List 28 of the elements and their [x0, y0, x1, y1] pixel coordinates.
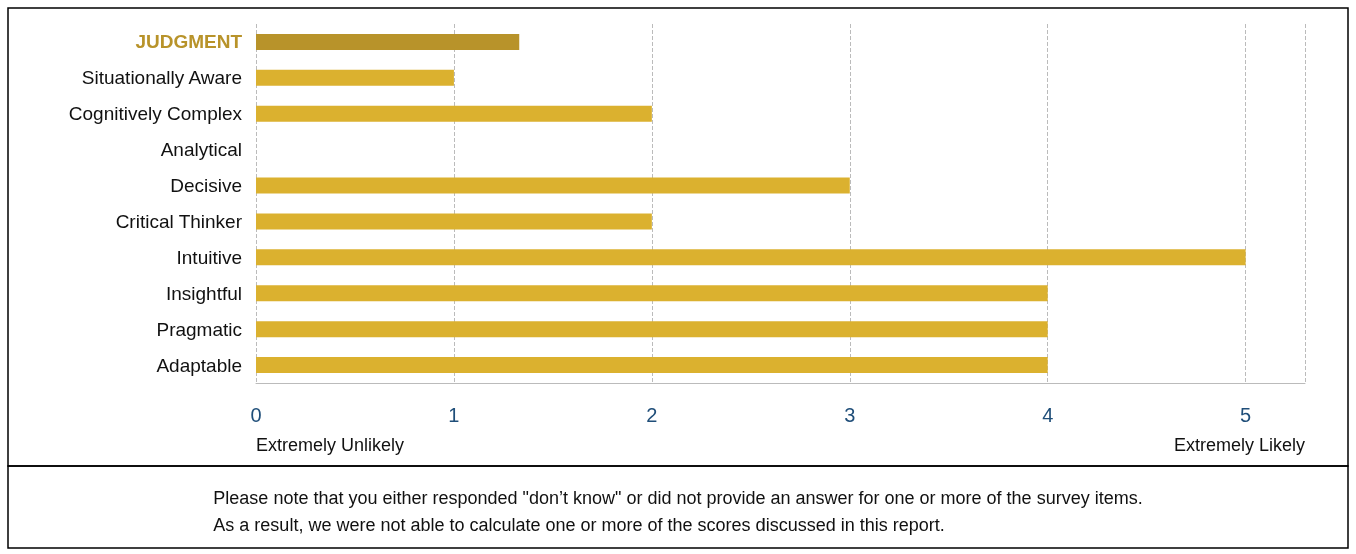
x-tick-label: 0: [250, 404, 262, 426]
bar: [256, 249, 1246, 266]
y-tick-label: Situationally Aware: [81, 67, 242, 89]
x-tick-label: 5: [1240, 404, 1252, 426]
text: Please note that you either responded "don’t know" or did not provide an answer for one or more of the survey items. As a result, we were not able to calculate one or more of the scores discussed in this report.: [213, 487, 1143, 535]
text: Extremely Unlikely: [256, 435, 405, 455]
y-tick-label: Intuitive: [176, 246, 242, 268]
y-tick-label: Pragmatic: [156, 318, 242, 340]
text: Extremely Likely: [1173, 435, 1306, 455]
y-tick-label: Cognitively Complex: [68, 103, 243, 125]
bar: [256, 285, 1048, 302]
bar: [256, 105, 652, 122]
y-tick-label: Adaptable: [156, 354, 242, 376]
y-tick-label: Analytical: [160, 139, 242, 161]
x-tick-label: 4: [1042, 404, 1054, 426]
y-tick-label: Critical Thinker: [115, 210, 243, 232]
bar: [256, 69, 454, 86]
x-tick-label: 3: [844, 404, 856, 426]
y-tick-label: JUDGMENT: [135, 31, 243, 53]
bar: [256, 33, 520, 50]
y-tick-label: Decisive: [170, 175, 242, 197]
y-tick-label: Insightful: [165, 282, 242, 304]
bar: [256, 177, 850, 194]
x-tick-label: 1: [448, 404, 460, 426]
bar: [256, 321, 1048, 338]
bar: [256, 357, 1048, 374]
x-tick-label: 2: [646, 404, 658, 426]
bar: [256, 213, 652, 230]
